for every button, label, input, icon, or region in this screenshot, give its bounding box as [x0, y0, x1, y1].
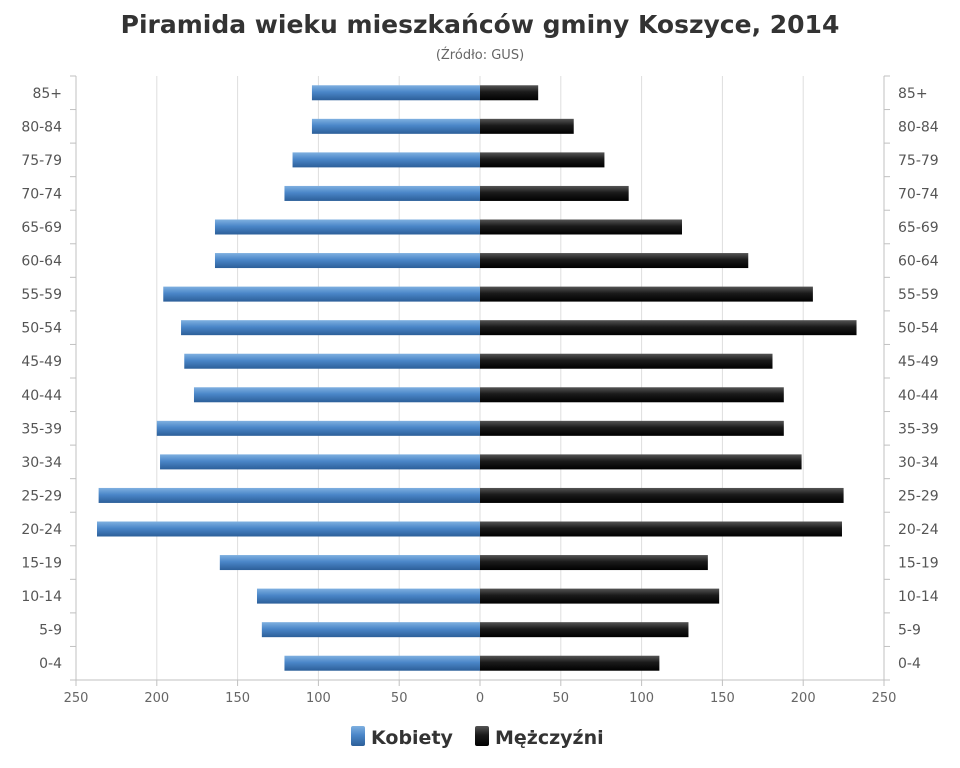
category-label-left: 5-9	[39, 623, 62, 639]
bar-female[interactable]	[261, 622, 480, 638]
category-label-right: 0-4	[898, 656, 921, 672]
category-label-right: 75-79	[898, 153, 939, 169]
category-label-left: 50-54	[21, 321, 62, 337]
category-label-left: 75-79	[21, 153, 62, 169]
category-label-left: 15-19	[21, 556, 62, 572]
legend: Kobiety Mężczyźni	[351, 726, 604, 749]
bar-female[interactable]	[219, 555, 480, 571]
category-label-right: 65-69	[898, 220, 939, 236]
category-label-right: 35-39	[898, 421, 939, 437]
bar-female[interactable]	[160, 454, 481, 470]
bar-male[interactable]	[480, 555, 708, 571]
category-label-right: 55-59	[898, 287, 939, 303]
bar-female[interactable]	[284, 655, 480, 671]
x-tick-label: 200	[144, 691, 169, 706]
category-label-left: 20-24	[21, 522, 62, 538]
x-tick-label: 50	[553, 691, 570, 706]
bar-male[interactable]	[480, 286, 813, 302]
category-label-left: 25-29	[21, 488, 62, 504]
bars	[97, 85, 857, 671]
legend-swatch-male	[475, 726, 489, 746]
category-label-left: 85+	[32, 86, 62, 102]
chart-title: Piramida wieku mieszkańców gminy Koszyce…	[121, 10, 840, 39]
bar-male[interactable]	[480, 320, 857, 336]
bar-female[interactable]	[311, 85, 480, 101]
x-tick-label: 150	[710, 691, 735, 706]
bar-female[interactable]	[97, 521, 481, 537]
bar-female[interactable]	[156, 420, 481, 436]
bar-female[interactable]	[311, 118, 480, 134]
category-label-right: 25-29	[898, 488, 939, 504]
bar-male[interactable]	[480, 588, 720, 604]
bar-female[interactable]	[163, 286, 480, 302]
bar-male[interactable]	[480, 185, 629, 201]
category-label-right: 30-34	[898, 455, 939, 471]
x-tick-label: 100	[629, 691, 654, 706]
category-label-right: 60-64	[898, 254, 939, 270]
bar-male[interactable]	[480, 118, 574, 134]
category-label-left: 30-34	[21, 455, 62, 471]
legend-item-female[interactable]: Kobiety	[351, 726, 454, 749]
category-label-left: 40-44	[21, 388, 62, 404]
bar-female[interactable]	[98, 487, 481, 503]
category-labels-left: 85+ 80-84 75-79 70-74 65-69 60-64 55-59 50-54 45…	[21, 86, 62, 672]
bar-male[interactable]	[480, 454, 802, 470]
category-label-left: 80-84	[21, 119, 62, 135]
bar-male[interactable]	[480, 655, 660, 671]
category-label-left: 35-39	[21, 421, 62, 437]
legend-label-male: Mężczyźni	[495, 727, 604, 749]
bar-female[interactable]	[256, 588, 480, 604]
x-tick-label: 50	[391, 691, 408, 706]
axes	[70, 75, 890, 686]
grid-lines	[156, 76, 804, 680]
bar-male[interactable]	[480, 353, 773, 369]
category-label-left: 60-64	[21, 254, 62, 270]
category-label-left: 45-49	[21, 354, 62, 370]
bar-male[interactable]	[480, 253, 749, 269]
bar-female[interactable]	[214, 253, 480, 269]
x-tick-label: 200	[791, 691, 816, 706]
bar-male[interactable]	[480, 152, 605, 168]
x-tick-label: 150	[225, 691, 250, 706]
x-tick-label: 100	[306, 691, 331, 706]
category-label-left: 70-74	[21, 186, 62, 202]
x-tick-label: 250	[872, 691, 897, 706]
bar-male[interactable]	[480, 420, 784, 436]
category-label-left: 55-59	[21, 287, 62, 303]
category-label-right: 85+	[898, 86, 928, 102]
x-tick-labels: 250 200 150 100 50 0 50 100 150 200 250	[64, 691, 897, 706]
bar-female[interactable]	[292, 152, 480, 168]
legend-label-female: Kobiety	[371, 727, 454, 749]
category-label-right: 15-19	[898, 556, 939, 572]
bar-male[interactable]	[480, 622, 689, 638]
category-label-right: 80-84	[898, 119, 939, 135]
category-label-right: 5-9	[898, 623, 921, 639]
category-label-left: 0-4	[39, 656, 62, 672]
chart-subtitle: (Źródło: GUS)	[436, 47, 524, 63]
category-label-right: 50-54	[898, 321, 939, 337]
bar-female[interactable]	[193, 387, 480, 403]
bar-female[interactable]	[181, 320, 481, 336]
category-label-right: 70-74	[898, 186, 939, 202]
x-tick-label: 250	[64, 691, 89, 706]
legend-item-male[interactable]: Mężczyźni	[475, 726, 604, 749]
category-label-right: 40-44	[898, 388, 939, 404]
bar-male[interactable]	[480, 219, 682, 235]
category-label-right: 20-24	[898, 522, 939, 538]
bar-male[interactable]	[480, 487, 844, 503]
category-label-right: 45-49	[898, 354, 939, 370]
category-labels-right: 85+ 80-84 75-79 70-74 65-69 60-64 55-59 50-54 45…	[898, 86, 939, 672]
category-label-left: 10-14	[21, 589, 62, 605]
bar-male[interactable]	[480, 387, 784, 403]
bar-female[interactable]	[284, 185, 480, 201]
bar-male[interactable]	[480, 85, 539, 101]
x-tick-label: 0	[476, 691, 484, 706]
category-label-right: 10-14	[898, 589, 939, 605]
bar-female[interactable]	[214, 219, 480, 235]
bar-female[interactable]	[184, 353, 480, 369]
bar-male[interactable]	[480, 521, 842, 537]
category-label-left: 65-69	[21, 220, 62, 236]
legend-swatch-female	[351, 726, 365, 746]
